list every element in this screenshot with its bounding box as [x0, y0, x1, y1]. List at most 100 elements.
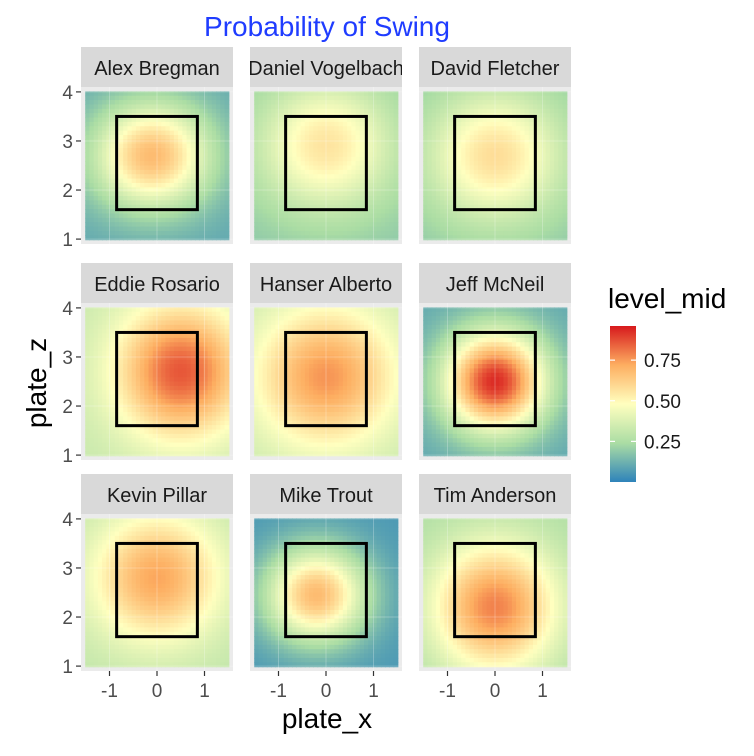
heatmap-cell [220, 191, 226, 197]
heatmap-cell [545, 222, 551, 228]
heatmap-cell [89, 394, 95, 400]
heatmap-cell [558, 174, 564, 180]
heatmap-cell [97, 174, 103, 180]
heatmap-cell [165, 139, 171, 145]
heatmap-cell [368, 235, 374, 241]
heatmap-cell [211, 222, 217, 228]
heatmap-cell [326, 204, 331, 210]
heatmap-cell [144, 429, 150, 435]
heatmap-cell [127, 91, 133, 97]
heatmap-cell [444, 213, 450, 219]
heatmap-cell [486, 230, 492, 236]
heatmap-cell [554, 217, 559, 223]
heatmap-cell [461, 108, 467, 114]
heatmap-cell [123, 324, 129, 330]
heatmap-cell [554, 209, 559, 215]
heatmap-cell [258, 95, 264, 101]
heatmap-cell [135, 169, 141, 175]
heatmap-cell [254, 130, 260, 136]
heatmap-cell [283, 226, 289, 232]
heatmap-cell [562, 235, 568, 241]
heatmap-cell [148, 121, 154, 127]
heatmap-cell [106, 230, 112, 236]
heatmap-cell [140, 451, 145, 457]
heatmap-cell [178, 355, 183, 361]
heatmap-cell [469, 156, 475, 162]
heatmap-cell [482, 108, 488, 114]
heatmap-cell [503, 169, 509, 175]
heatmap-cell [165, 226, 171, 232]
heatmap-cell [148, 174, 154, 180]
heatmap-cell [368, 217, 374, 223]
heatmap-cell [545, 200, 551, 206]
heatmap-cell [157, 407, 162, 413]
heatmap-cell [486, 134, 492, 140]
heatmap-cell [152, 100, 158, 106]
heatmap-cell [334, 152, 340, 158]
heatmap-cell [131, 416, 137, 422]
heatmap-cell [140, 191, 145, 197]
heatmap-cell [203, 350, 209, 356]
heatmap-cell [444, 95, 450, 101]
heatmap-cell [292, 320, 298, 326]
heatmap-cell [372, 226, 378, 232]
heatmap-cell [178, 398, 183, 404]
heatmap-cell [469, 230, 475, 236]
heatmap-cell [97, 108, 103, 114]
heatmap-cell [431, 235, 437, 241]
heatmap-cell [165, 377, 171, 383]
heatmap-cell [368, 182, 374, 188]
heatmap-cell [182, 385, 188, 391]
heatmap-cell [507, 213, 513, 219]
heatmap-cell [376, 230, 382, 236]
heatmap-cell [190, 100, 196, 106]
heatmap-cell [304, 217, 310, 223]
heatmap-cell [541, 148, 547, 154]
heatmap-cell [190, 178, 196, 184]
heatmap-cell [296, 204, 302, 210]
heatmap-cell [110, 398, 116, 404]
heatmap-cell [279, 204, 285, 210]
heatmap-cell [165, 359, 171, 365]
heatmap-cell [85, 226, 91, 232]
heatmap-cell [435, 191, 441, 197]
heatmap-cell [220, 222, 226, 228]
heatmap-cell [254, 385, 260, 391]
heatmap-cell [186, 350, 192, 356]
heatmap-cell [258, 235, 264, 241]
heatmap-cell [186, 169, 192, 175]
heatmap-cell [216, 204, 221, 210]
heatmap-cell [216, 174, 221, 180]
heatmap-cell [427, 139, 433, 145]
heatmap-cell [490, 148, 496, 154]
heatmap-cell [507, 156, 513, 162]
heatmap-cell [448, 161, 454, 167]
heatmap-cell [207, 333, 213, 339]
heatmap-cell [148, 350, 154, 356]
heatmap-cell [89, 333, 95, 339]
heatmap-cell [207, 316, 213, 322]
heatmap-cell [165, 320, 171, 326]
heatmap-cell [300, 161, 306, 167]
heatmap-cell [119, 398, 124, 404]
heatmap-cell [224, 346, 230, 352]
heatmap-cell [178, 337, 183, 343]
heatmap-cell [262, 139, 268, 145]
heatmap-cell [266, 416, 272, 422]
heatmap-cell [216, 143, 221, 149]
heatmap-cell [448, 209, 454, 215]
heatmap-cell [195, 222, 200, 228]
heatmap-cell [190, 446, 196, 452]
heatmap-cell [85, 148, 91, 154]
heatmap-cell [275, 337, 281, 343]
heatmap-cell [97, 91, 103, 97]
heatmap-cell [465, 204, 471, 210]
heatmap-cell [102, 398, 107, 404]
heatmap-cell [173, 412, 179, 417]
heatmap-cell [89, 368, 95, 374]
heatmap-cell [140, 442, 145, 448]
heatmap-cell [309, 196, 314, 201]
heatmap-cell [359, 148, 365, 154]
heatmap-cell [152, 442, 158, 448]
heatmap-cell [271, 91, 276, 97]
